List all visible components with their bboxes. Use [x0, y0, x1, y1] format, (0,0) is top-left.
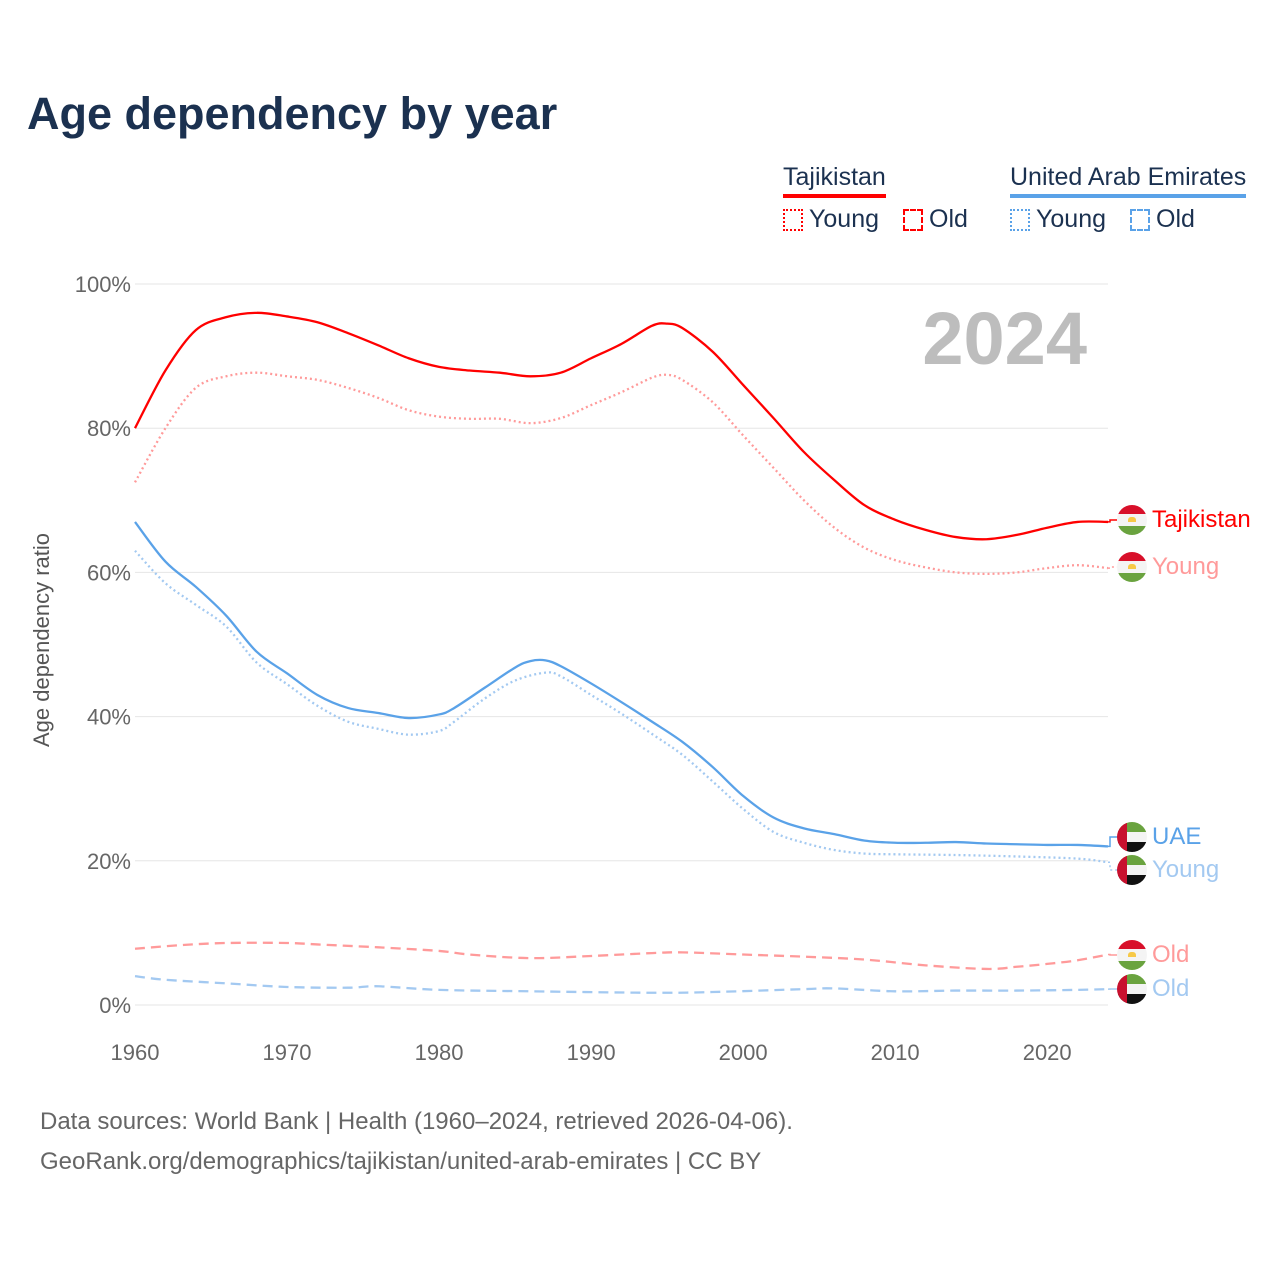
end-label-text: Old [1152, 941, 1190, 968]
uae-flag-icon [1117, 974, 1147, 1004]
label-connector [1108, 566, 1117, 569]
x-tick-label: 1960 [111, 1040, 160, 1065]
x-tick-label: 2020 [1023, 1040, 1072, 1065]
end-label-text: Tajikistan [1152, 506, 1251, 533]
y-tick-label: 0% [99, 993, 131, 1018]
x-tick-label: 2000 [719, 1040, 768, 1065]
legend-label: Old [1156, 205, 1195, 233]
legend-uae-old[interactable]: Old [1130, 205, 1195, 234]
x-tick-label: 1970 [263, 1040, 312, 1065]
legend-label: Old [929, 205, 968, 233]
x-tick-label: 2010 [871, 1040, 920, 1065]
uae-flag-icon [1117, 855, 1147, 885]
dashed-swatch-icon [1130, 208, 1150, 231]
y-tick-label: 60% [87, 560, 131, 585]
end-label-text: Young [1152, 856, 1220, 883]
series-line-tajikistan [133, 311, 1109, 541]
end-label-tajikistan: Tajikistan [1117, 505, 1251, 535]
tajikistan-flag-icon [1117, 552, 1147, 582]
tajikistan-flag-icon [1117, 940, 1147, 970]
legend-tajikistan-old[interactable]: Old [903, 205, 968, 234]
y-tick-label: 40% [87, 705, 131, 730]
tajikistan-flag-icon [1117, 505, 1147, 535]
dotted-swatch-icon [1010, 208, 1030, 231]
chart-title: Age dependency by year [27, 88, 558, 139]
source-link[interactable]: GeoRank.org/demographics/tajikistan/unit… [40, 1148, 762, 1175]
end-label-text: Old [1152, 975, 1190, 1002]
label-connector [1108, 861, 1117, 871]
y-tick-label: 20% [87, 849, 131, 874]
year-label: 2024 [922, 297, 1087, 380]
series-line-tajikistan-young [133, 371, 1109, 575]
label-connector [1108, 519, 1117, 523]
x-tick-label: 1990 [567, 1040, 616, 1065]
legend-uae-young[interactable]: Young [1010, 205, 1106, 234]
legend-uae[interactable]: United Arab Emirates [1010, 163, 1247, 198]
end-label-uae-young: Young [1117, 855, 1219, 885]
end-label-text: UAE [1152, 823, 1202, 850]
series-line-tajikistan-old [134, 941, 1109, 971]
end-label-uae-old: Old [1117, 974, 1189, 1004]
end-label-text: Young [1152, 553, 1220, 580]
uae-flag-icon [1117, 822, 1147, 852]
legend-label: Young [809, 205, 879, 233]
dashed-swatch-icon [903, 208, 923, 231]
source-note: Data sources: World Bank | Health (1960–… [40, 1108, 793, 1135]
end-label-tajikistan-old: Old [1117, 940, 1189, 970]
end-label-uae: UAE [1117, 822, 1201, 852]
x-tick-label: 1980 [415, 1040, 464, 1065]
legend-tajikistan-young[interactable]: Young [783, 205, 879, 234]
y-tick-label: 100% [75, 272, 131, 297]
dotted-swatch-icon [783, 208, 803, 231]
series-line-uae-old [134, 975, 1109, 994]
legend-tajikistan[interactable]: Tajikistan [783, 163, 886, 198]
legend-label: Young [1036, 205, 1106, 233]
series-line-uae-young [134, 549, 1109, 864]
y-tick-label: 80% [87, 416, 131, 441]
series-line-uae [134, 521, 1109, 848]
end-label-tajikistan-young: Young [1117, 552, 1219, 582]
label-connector [1108, 836, 1117, 848]
